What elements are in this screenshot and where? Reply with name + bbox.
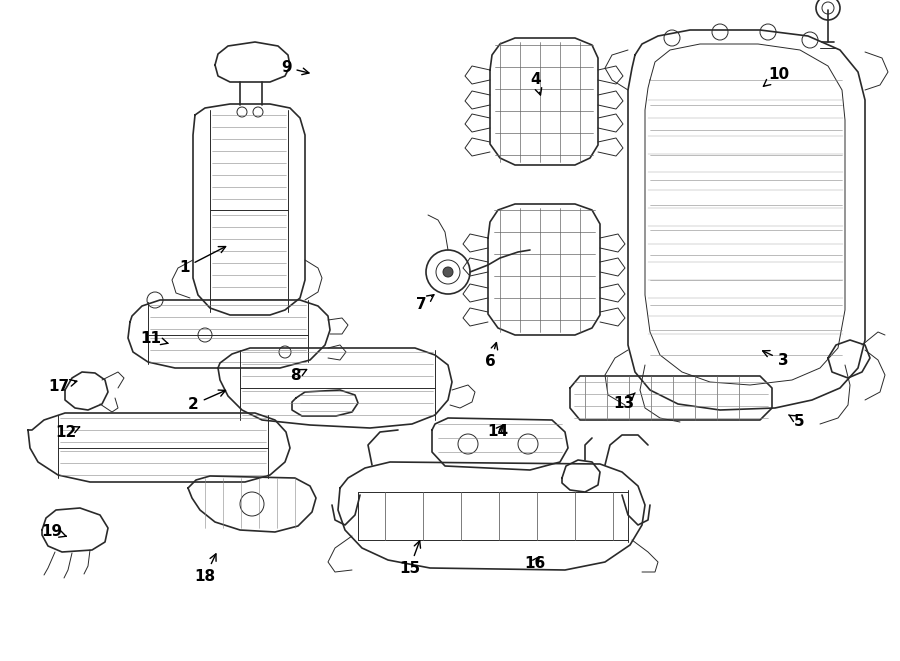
Text: 6: 6	[485, 342, 498, 369]
Text: 4: 4	[530, 72, 542, 95]
Text: 9: 9	[281, 60, 309, 75]
Text: 16: 16	[524, 556, 545, 570]
Text: 15: 15	[399, 541, 420, 576]
Text: 18: 18	[194, 554, 216, 584]
Text: 7: 7	[416, 295, 434, 311]
Text: 3: 3	[762, 350, 788, 368]
Text: 8: 8	[290, 368, 307, 383]
Text: 10: 10	[763, 67, 789, 87]
Circle shape	[426, 250, 470, 294]
Text: 2: 2	[188, 390, 226, 412]
Text: 5: 5	[788, 414, 805, 428]
Text: 12: 12	[55, 426, 80, 440]
Text: 19: 19	[41, 524, 67, 539]
Text: 17: 17	[48, 379, 76, 393]
Text: 11: 11	[140, 331, 168, 346]
Text: 14: 14	[487, 424, 508, 439]
Text: 1: 1	[179, 247, 226, 275]
Text: 13: 13	[613, 393, 635, 410]
Circle shape	[443, 267, 453, 277]
